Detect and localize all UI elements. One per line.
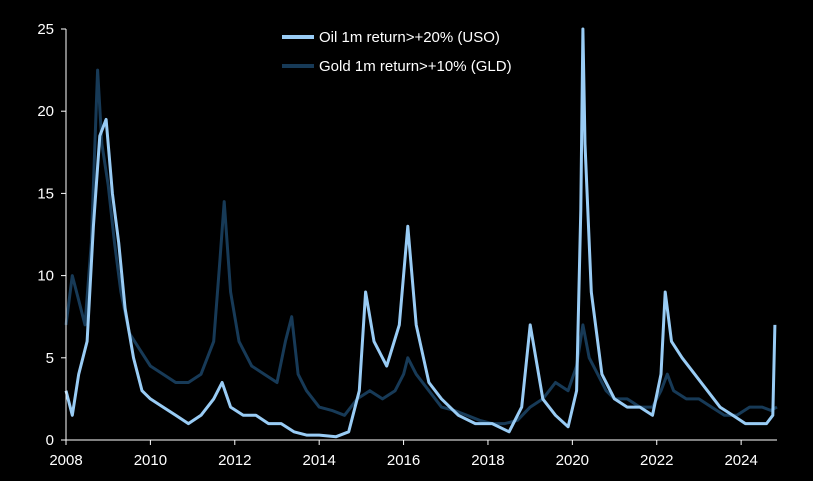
axes: 0 5 10 15 20 25 2008 2010 2012 2014 2016 2018 2020 20… [37, 21, 777, 469]
series-layer [64, 27, 778, 439]
x-tick-label: 2010 [134, 452, 167, 469]
x-tick-label: 2012 [218, 452, 251, 469]
y-tick-label: 15 [37, 185, 54, 202]
y-tick-label: 10 [37, 268, 54, 285]
legend-label-oil: Oil 1m return>+20% (USO) [319, 29, 500, 46]
series-line-gold [64, 68, 778, 426]
x-tick-label: 2008 [49, 452, 82, 469]
series-line-oil [64, 27, 777, 439]
y-tick-label: 20 [37, 103, 54, 120]
y-tick-label: 0 [46, 432, 54, 449]
x-tick-label: 2020 [556, 452, 589, 469]
x-tick-label: 2018 [471, 452, 504, 469]
legend-label-gold: Gold 1m return>+10% (GLD) [319, 58, 512, 75]
x-tick-label: 2016 [387, 452, 420, 469]
y-tick-label: 5 [46, 350, 54, 367]
y-tick-label: 25 [37, 21, 54, 38]
x-tick-label: 2014 [302, 452, 335, 469]
x-tick-label: 2024 [724, 452, 757, 469]
x-tick-label: 2022 [640, 452, 673, 469]
legend: Oil 1m return>+20% (USO) Gold 1m return>… [282, 29, 512, 75]
